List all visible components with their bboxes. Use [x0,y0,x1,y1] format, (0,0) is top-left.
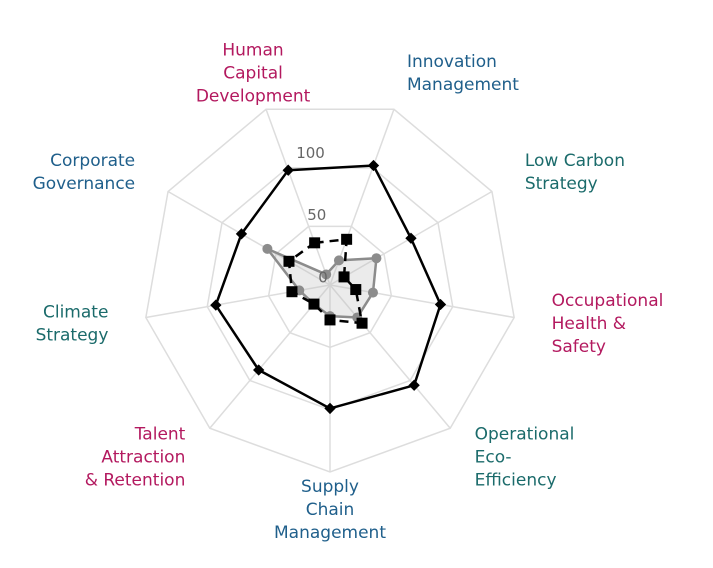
marker [405,232,417,244]
grid-spoke [265,109,331,286]
r-tick-label: 0 [318,269,328,287]
marker [371,253,382,264]
marker [341,233,353,245]
marker [324,314,336,326]
grid-spoke [329,284,451,429]
marker [262,243,273,254]
category-label: Supply [301,477,359,497]
marker [309,237,321,249]
r-tick-label: 100 [296,144,325,162]
marker [282,164,294,176]
marker [324,402,336,415]
category-label: & Retention [85,470,186,490]
category-label: Occupational [552,291,664,311]
category-label: Talent [134,424,186,444]
series-line [287,237,364,325]
category-label: Eco- [475,447,512,467]
marker [333,255,344,266]
grid-spoke [167,190,331,286]
category-label: Safety [552,337,606,357]
marker [235,228,248,240]
category-label: Development [196,87,311,107]
category-label: Health & [552,314,626,334]
series-line [266,247,378,319]
category-label: Attraction [101,447,185,467]
category-label: Strategy [36,326,109,346]
category-label: Strategy [525,174,598,194]
category-label: Low Carbon [525,151,625,171]
marker [367,287,378,298]
marker [308,298,320,310]
marker [350,284,362,296]
category-label: Governance [33,174,136,194]
grid-ring [267,225,393,349]
category-label: Management [274,523,386,543]
category-label: Chain [306,500,355,520]
category-label: Human [222,41,283,61]
grid-ring [206,167,454,411]
marker [408,379,420,391]
marker [367,159,380,172]
series-line [214,164,442,410]
category-label: Capital [223,64,283,84]
marker [210,299,222,311]
grid-ring [145,108,515,473]
marker [321,269,332,280]
marker [338,271,350,283]
r-tick-label: 50 [307,206,326,224]
marker [356,317,368,329]
marker [253,364,265,376]
category-label: Innovation [407,52,497,72]
marker [283,255,295,267]
category-label: Corporate [50,151,135,171]
marker [286,286,298,298]
category-label: Efficiency [475,470,557,490]
category-label: Climate [43,303,108,323]
category-label: Management [407,75,519,95]
marker [434,298,447,311]
category-label: Operational [475,424,575,444]
